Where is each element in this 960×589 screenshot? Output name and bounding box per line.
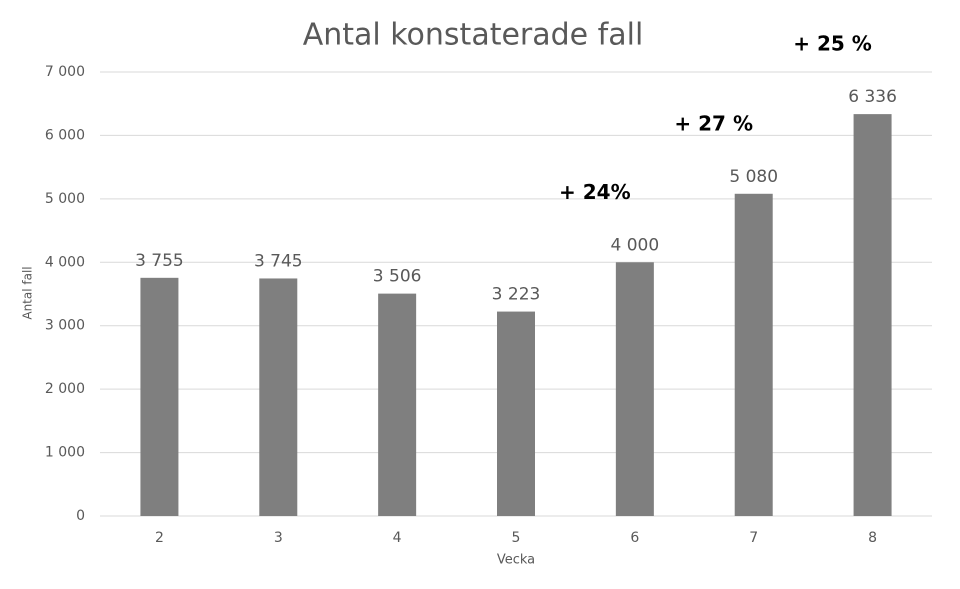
y-tick-label: 4 000: [45, 254, 85, 270]
value-label: 4 000: [611, 235, 660, 255]
annotation: + 27 %: [674, 111, 753, 135]
x-tick-label: 8: [868, 530, 877, 546]
annotation: + 24%: [559, 180, 631, 204]
bar: [853, 114, 892, 516]
value-label: 3 506: [373, 267, 422, 287]
x-tick-label: 5: [512, 530, 521, 546]
y-axis-label: Antal fall: [21, 266, 35, 319]
bar: [259, 278, 298, 516]
bar: [378, 293, 417, 516]
value-label: 6 336: [848, 87, 897, 107]
value-label: 3 223: [492, 285, 541, 305]
bar: [734, 193, 773, 517]
x-tick-label: 4: [393, 530, 402, 546]
x-tick-label: 3: [274, 530, 283, 546]
x-tick-label: 6: [630, 530, 639, 546]
annotation: + 25 %: [793, 32, 872, 56]
y-tick-label: 0: [76, 508, 85, 524]
y-tick-label: 5 000: [45, 191, 85, 207]
x-tick-label: 7: [749, 530, 758, 546]
value-label: 3 745: [254, 251, 303, 271]
x-tick-label: 2: [155, 530, 164, 546]
bar: [615, 262, 654, 516]
y-tick-label: 7 000: [45, 64, 85, 80]
bar: [497, 311, 535, 516]
x-axis-label: Vecka: [497, 553, 535, 568]
y-tick-label: 6 000: [45, 127, 85, 143]
y-tick-label: 3 000: [45, 318, 85, 334]
value-label: 3 755: [135, 251, 184, 271]
bar: [140, 277, 179, 516]
value-label: 5 080: [729, 167, 778, 187]
chart-title: Antal konstaterade fall: [303, 18, 644, 53]
y-tick-label: 2 000: [45, 381, 85, 397]
y-tick-label: 1 000: [45, 445, 85, 461]
